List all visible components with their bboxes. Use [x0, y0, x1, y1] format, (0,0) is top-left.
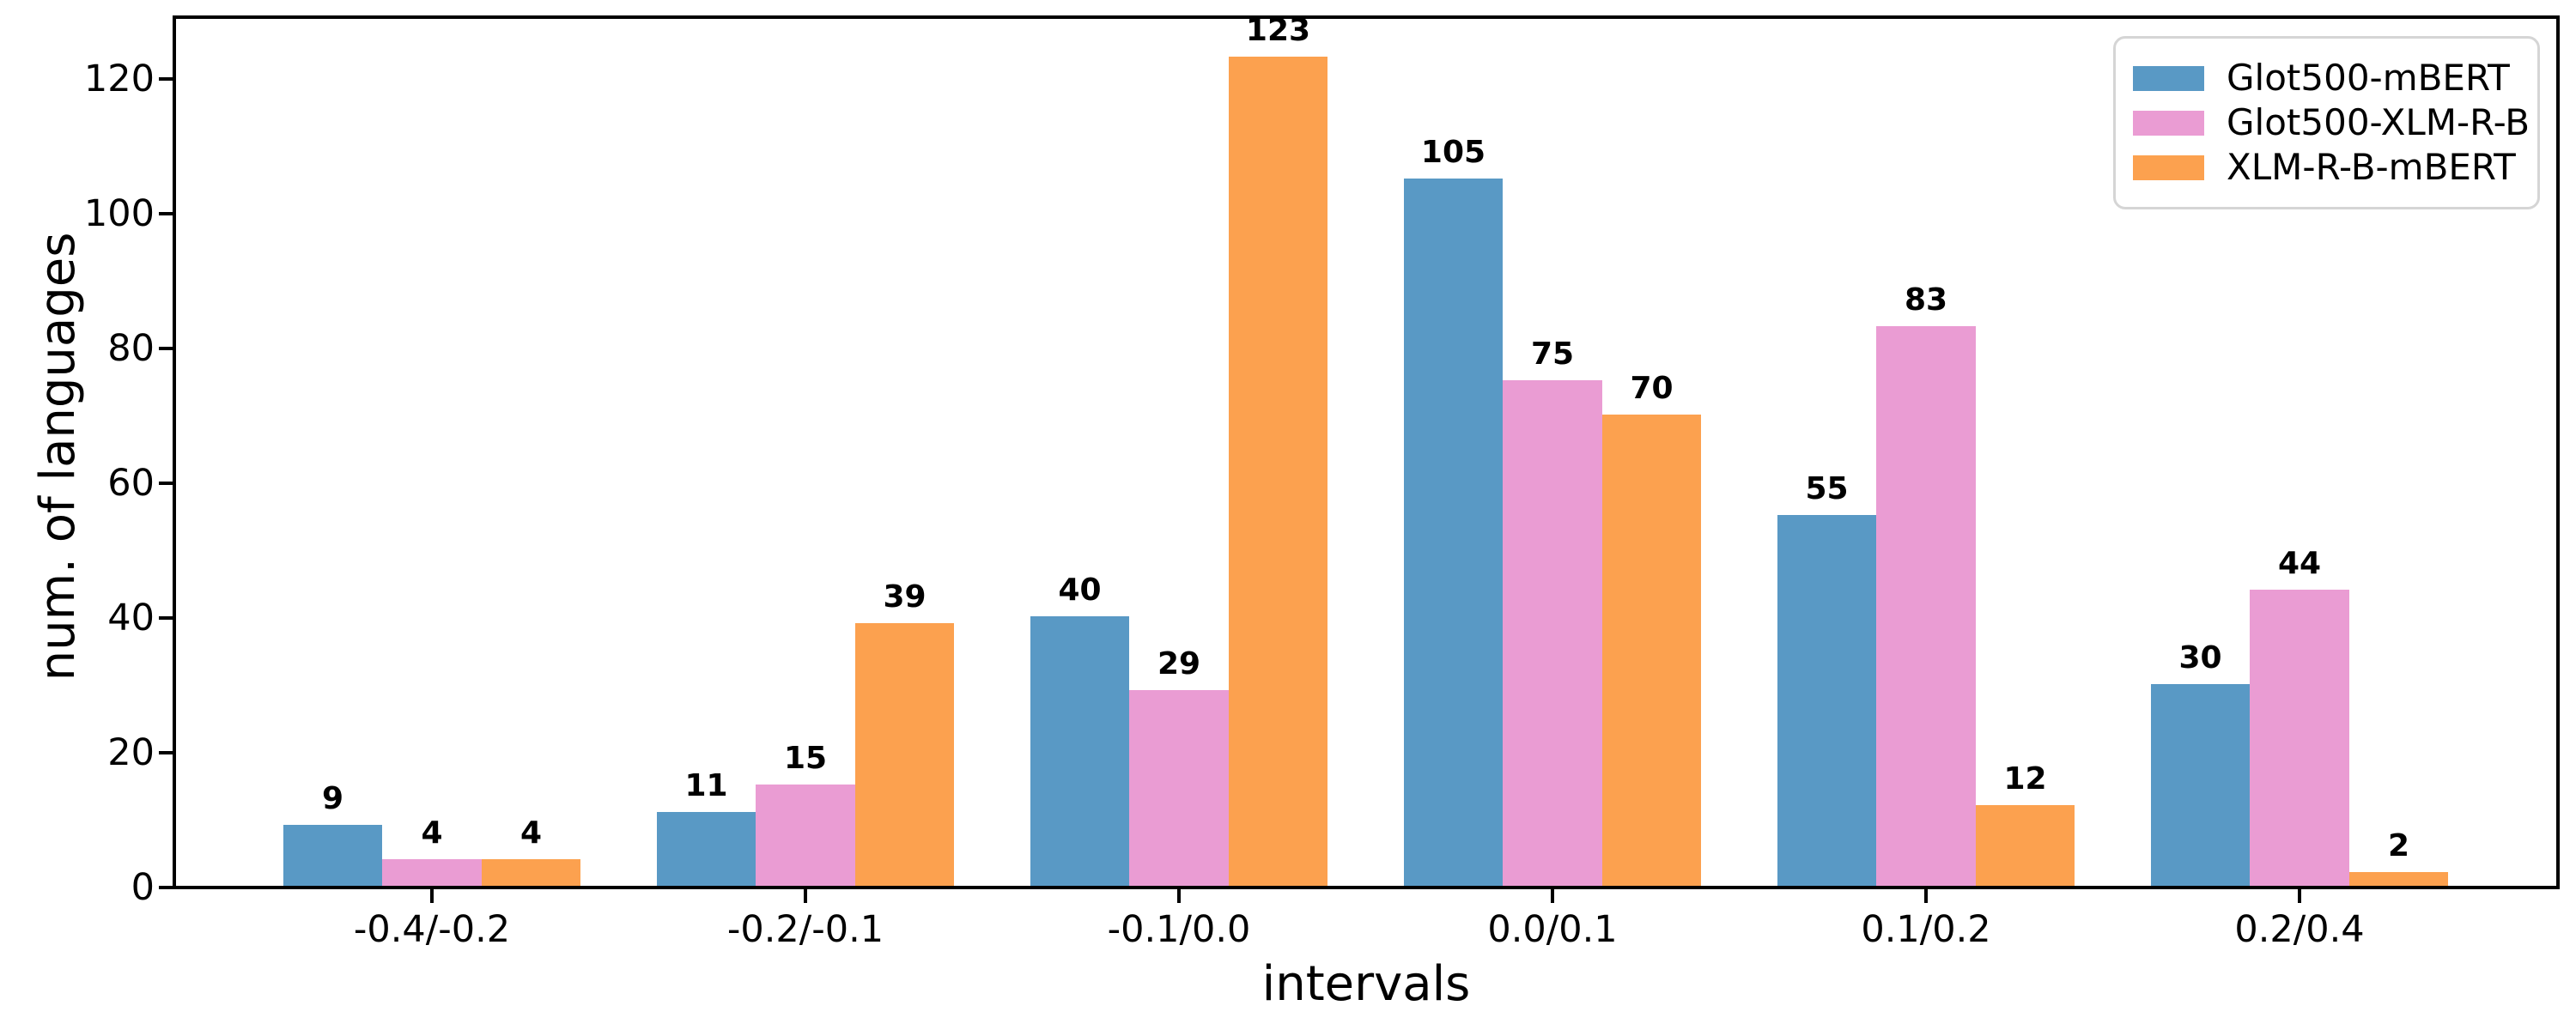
bar-value-label: 11: [684, 767, 728, 803]
y-tick: [159, 212, 173, 215]
bar-XLM-R-B-mBERT--0.2/-0.1: [854, 622, 955, 886]
legend-item-Glot500-XLM-R-B: Glot500-XLM-R-B: [2133, 103, 2530, 142]
bar-value-label: 4: [519, 815, 543, 851]
x-tick: [430, 889, 434, 903]
bar-Glot500-XLM-R-B-0.2/0.4: [2250, 589, 2349, 886]
bar-Glot500-XLM-R-B--0.2/-0.1: [756, 785, 855, 886]
x-tick: [1177, 889, 1181, 903]
x-tick-label: 0.1/0.2: [1861, 908, 1991, 951]
bar-value-label: 105: [1420, 134, 1486, 170]
y-tick-label: 40: [107, 597, 155, 639]
x-tick-label: -0.2/-0.1: [726, 908, 884, 951]
y-tick-label: 100: [83, 192, 155, 235]
x-tick: [2298, 889, 2301, 903]
y-tick: [159, 886, 173, 889]
y-tick: [159, 482, 173, 485]
bar-Glot500-mBERT--0.1/0.0: [1030, 616, 1130, 886]
legend-swatch: [2133, 154, 2204, 180]
bar-value-label: 55: [1805, 471, 1849, 507]
bar-value-label: 70: [1630, 370, 1674, 406]
legend-swatch: [2133, 110, 2204, 136]
bar-value-label: 15: [783, 741, 828, 777]
y-tick: [159, 751, 173, 754]
x-axis-label: intervals: [1261, 956, 1471, 1012]
bar-value-label: 75: [1530, 336, 1575, 373]
legend-label: XLM-R-B-mBERT: [2227, 146, 2516, 188]
y-tick-label: 80: [107, 327, 155, 370]
bar-Glot500-XLM-R-B-0.1/0.2: [1876, 326, 1976, 886]
x-tick: [1551, 889, 1554, 903]
x-tick: [804, 889, 807, 903]
y-axis-label: num. of languages: [30, 232, 86, 682]
bar-value-label: 12: [2003, 760, 2047, 797]
x-tick-label: -0.1/0.0: [1107, 908, 1251, 951]
bar-value-label: 123: [1245, 13, 1311, 49]
bar-value-label: 4: [421, 815, 443, 851]
bar-Glot500-mBERT-0.2/0.4: [2150, 683, 2251, 886]
bar-Glot500-mBERT--0.2/-0.1: [656, 811, 756, 886]
bar-Glot500-mBERT--0.4/-0.2: [283, 825, 383, 886]
y-tick: [159, 347, 173, 350]
x-tick-label: 0.2/0.4: [2234, 908, 2365, 951]
y-tick: [159, 616, 173, 620]
bar-value-label: 83: [1904, 282, 1948, 318]
y-tick-label: 60: [107, 462, 155, 505]
legend-label: Glot500-XLM-R-B: [2227, 101, 2530, 143]
x-tick: [1924, 889, 1928, 903]
bar-value-label: 30: [2178, 639, 2222, 676]
bar-Glot500-XLM-R-B--0.1/0.0: [1129, 690, 1229, 886]
y-tick-label: 120: [83, 58, 155, 100]
legend-label: Glot500-mBERT: [2227, 57, 2510, 99]
legend: Glot500-mBERT Glot500-XLM-R-B XLM-R-B-mBER…: [2113, 36, 2540, 209]
legend-swatch: [2133, 65, 2204, 91]
legend-item-XLM-R-B-mBERT: XLM-R-B-mBERT: [2133, 148, 2520, 187]
x-tick-label: 0.0/0.1: [1487, 908, 1618, 951]
bar-value-label: 9: [321, 781, 344, 817]
bar-Glot500-XLM-R-B-0.0/0.1: [1503, 380, 1602, 886]
y-tick-label: 20: [107, 731, 155, 774]
bar-value-label: 40: [1058, 573, 1102, 608]
bar-Glot500-mBERT-0.1/0.2: [1777, 515, 1877, 886]
legend-item-Glot500-mBERT: Glot500-mBERT: [2133, 58, 2520, 98]
x-tick-label: -0.4/-0.2: [353, 908, 511, 951]
bar-XLM-R-B-mBERT--0.1/0.0: [1228, 57, 1328, 886]
bar-XLM-R-B-mBERT-0.1/0.2: [1975, 804, 2075, 886]
bar-value-label: 44: [2277, 545, 2322, 581]
bar-XLM-R-B-mBERT--0.4/-0.2: [481, 858, 581, 886]
bar-Glot500-XLM-R-B--0.4/-0.2: [382, 858, 482, 886]
bar-value-label: 29: [1157, 646, 1201, 682]
bar-value-label: 39: [883, 579, 927, 615]
bar-XLM-R-B-mBERT-0.2/0.4: [2348, 872, 2449, 886]
bar-value-label: 2: [2387, 828, 2410, 864]
bar-XLM-R-B-mBERT-0.0/0.1: [1601, 414, 1702, 886]
y-tick-label: 0: [131, 866, 155, 909]
y-tick: [159, 77, 173, 81]
bar-Glot500-mBERT-0.0/0.1: [1403, 178, 1504, 886]
